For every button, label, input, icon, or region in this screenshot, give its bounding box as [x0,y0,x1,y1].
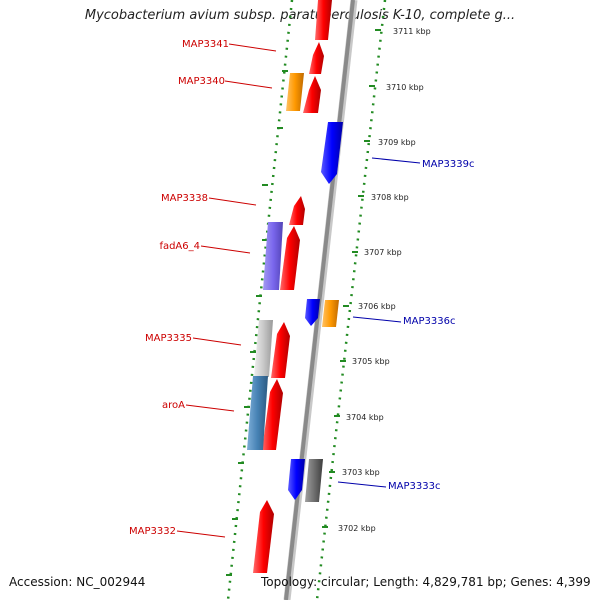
gene-label[interactable]: MAP3332 [129,526,176,537]
dotted-ring-left [226,0,294,600]
gene-label[interactable]: fadA6_4 [159,241,200,252]
gene-MAP3333c-box [305,459,323,502]
gene-label[interactable]: aroA [162,400,185,411]
gene-MAP3340-arrow-b [303,76,321,113]
scale-tick-label: 3709 kbp [378,138,416,147]
gene-MAP3340-arrow-a [309,42,324,74]
scale-tick-label: 3702 kbp [338,524,376,533]
gene-fadA6-arrow [280,226,300,290]
gene-label[interactable]: MAP3339c [422,159,474,170]
gene-MAP3336c-arrow [305,299,320,326]
summary-text: Topology: circular; Length: 4,829,781 bp… [261,575,591,589]
gene-label[interactable]: MAP3341 [182,39,229,50]
scale-labels: 3711 kbp 3710 kbp 3709 kbp 3708 kbp 3707… [338,27,431,533]
gene-MAP3341-arrow [315,0,332,40]
gene-label[interactable]: MAP3340 [178,76,225,87]
gene-MAP3335-arrow [271,322,290,378]
gene-MAP3339c-arrow [321,122,343,184]
gene-MAP3333c-arrow [288,459,305,500]
reverse-genes [288,122,343,502]
scale-tick-label: 3711 kbp [393,27,431,36]
right-ring-ticks [322,29,381,528]
scale-tick-label: 3705 kbp [352,357,390,366]
scale-tick-label: 3703 kbp [342,468,380,477]
gene-aroA-arrow [262,379,283,450]
gene-label[interactable]: MAP3338 [161,193,208,204]
accession-text: Accession: NC_002944 [9,575,146,589]
gene-fadA6-box [263,222,283,290]
map-title: Mycobacterium avium subsp. paratuberculo… [84,8,516,23]
gene-label[interactable]: MAP3333c [388,481,440,492]
gene-MAP3332-arrow [253,500,274,573]
left-ring-ticks [226,70,288,576]
gene-label[interactable]: MAP3335 [145,333,192,344]
gene-MAP3336c-box [322,300,339,327]
gene-labels: MAP3341 MAP3340 MAP3339c MAP3338 fadA6_4… [129,39,474,537]
gene-label[interactable]: MAP3336c [403,316,455,327]
gene-aroA-box [247,376,268,450]
scale-tick-label: 3708 kbp [371,193,409,202]
scale-tick-label: 3707 kbp [364,248,402,257]
gene-MAP3338-arrow [289,196,305,225]
scale-tick-label: 3704 kbp [346,413,384,422]
scale-tick-label: 3710 kbp [386,83,424,92]
scale-tick-label: 3706 kbp [358,302,396,311]
forward-genes [247,0,332,573]
gene-MAP3335-box [254,320,273,377]
gene-MAP3340-box [286,73,304,111]
label-leaders [176,43,421,538]
